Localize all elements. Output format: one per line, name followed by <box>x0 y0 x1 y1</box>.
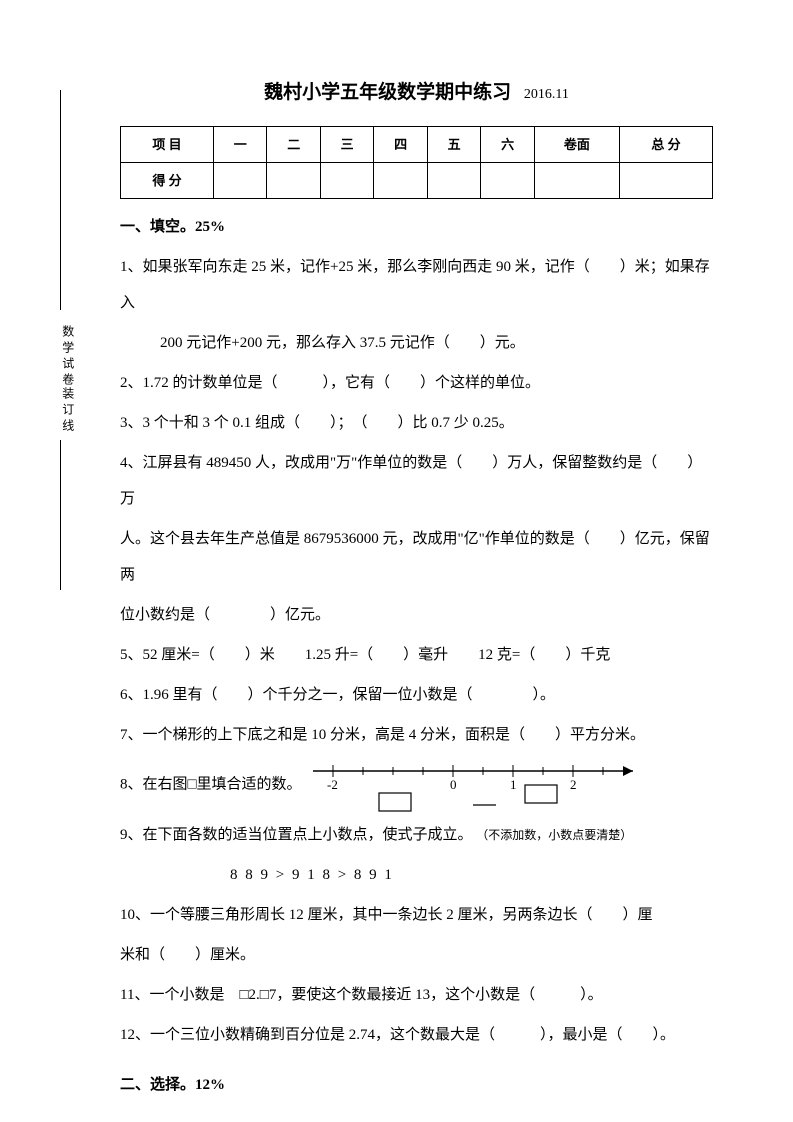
td-blank <box>320 162 373 198</box>
tick-neg2: -2 <box>327 777 338 792</box>
td-blank <box>213 162 266 198</box>
td-blank <box>427 162 480 198</box>
section-1-heading: 一、填空。25% <box>120 209 713 245</box>
q6: 6、1.96 里有（ ）个千分之一，保留一位小数是（ ）。 <box>120 677 713 713</box>
q7: 7、一个梯形的上下底之和是 10 分米，高是 4 分米，面积是（ ）平方分米。 <box>120 717 713 753</box>
th-5: 五 <box>427 126 480 162</box>
binding-line-bottom <box>60 440 61 590</box>
q9-note: （不添加数，小数点要清楚） <box>476 828 632 842</box>
th-3: 三 <box>320 126 373 162</box>
td-score-label: 得 分 <box>121 162 214 198</box>
td-blank <box>374 162 427 198</box>
q3: 3、3 个十和 3 个 0.1 组成（ ）； （ ）比 0.7 少 0.25。 <box>120 405 713 441</box>
th-2: 二 <box>267 126 320 162</box>
q4-line3: 位小数约是（ ）亿元。 <box>120 597 713 633</box>
title-text: 魏村小学五年级数学期中练习 <box>264 82 511 103</box>
td-blank <box>534 162 619 198</box>
table-row: 得 分 <box>121 162 713 198</box>
q4-line2: 人。这个县去年生产总值是 8679536000 元，改成用"亿"作单位的数是（ … <box>120 521 713 593</box>
q1-line2: 200 元记作+200 元，那么存入 37.5 元记作（ ）元。 <box>120 325 713 361</box>
binding-label-2: 装订线 <box>53 387 82 435</box>
score-table: 项 目 一 二 三 四 五 六 卷面 总 分 得 分 <box>120 126 713 199</box>
q8-row: 8、在右图□里填合适的数。 -2 0 1 2 <box>120 757 713 813</box>
td-blank <box>481 162 534 198</box>
q9-expression: 8 8 9 > 9 1 8 > 8 9 1 <box>120 857 713 893</box>
q12: 12、一个三位小数精确到百分位是 2.74，这个数最大是（ ），最小是（ ）。 <box>120 1017 713 1053</box>
binding-strip: 数学试卷 装订线 <box>50 90 70 590</box>
binding-line-top <box>60 90 61 310</box>
td-blank <box>267 162 320 198</box>
th-4: 四 <box>374 126 427 162</box>
td-blank <box>619 162 712 198</box>
q2: 2、1.72 的计数单位是（ ），它有（ ）个这样的单位。 <box>120 365 713 401</box>
binding-label-1: 数学试卷 <box>53 325 82 389</box>
section-2-heading: 二、选择。12% <box>120 1067 713 1103</box>
title-date: 2016.11 <box>524 87 569 102</box>
number-line: -2 0 1 2 <box>313 757 653 813</box>
q9-row: 9、在下面各数的适当位置点上小数点，使式子成立。 （不添加数，小数点要清楚） <box>120 817 713 853</box>
tick-0: 0 <box>450 777 457 792</box>
q11: 11、一个小数是 □2.□7，要使这个数最接近 13，这个小数是（ ）。 <box>120 977 713 1013</box>
th-6: 六 <box>481 126 534 162</box>
table-row: 项 目 一 二 三 四 五 六 卷面 总 分 <box>121 126 713 162</box>
th-item: 项 目 <box>121 126 214 162</box>
page-title: 魏村小学五年级数学期中练习 2016.11 <box>120 70 713 116</box>
q9-text: 9、在下面各数的适当位置点上小数点，使式子成立。 <box>120 827 473 843</box>
q4-line1: 4、江屏县有 489450 人，改成用"万"作单位的数是（ ）万人，保留整数约是… <box>120 445 713 517</box>
th-1: 一 <box>213 126 266 162</box>
th-total: 总 分 <box>619 126 712 162</box>
tick-2: 2 <box>570 777 577 792</box>
q8-text: 8、在右图□里填合适的数。 <box>120 776 302 792</box>
q5: 5、52 厘米=（ ）米 1.25 升=（ ）毫升 12 克=（ ）千克 <box>120 637 713 673</box>
th-face: 卷面 <box>534 126 619 162</box>
q10-line2: 米和（ ）厘米。 <box>120 937 713 973</box>
tick-1: 1 <box>510 777 517 792</box>
q10-line1: 10、一个等腰三角形周长 12 厘米，其中一条边长 2 厘米，另两条边长（ ）厘 <box>120 897 713 933</box>
q1-line1: 1、如果张军向东走 25 米，记作+25 米，那么李刚向西走 90 米，记作（ … <box>120 249 713 321</box>
